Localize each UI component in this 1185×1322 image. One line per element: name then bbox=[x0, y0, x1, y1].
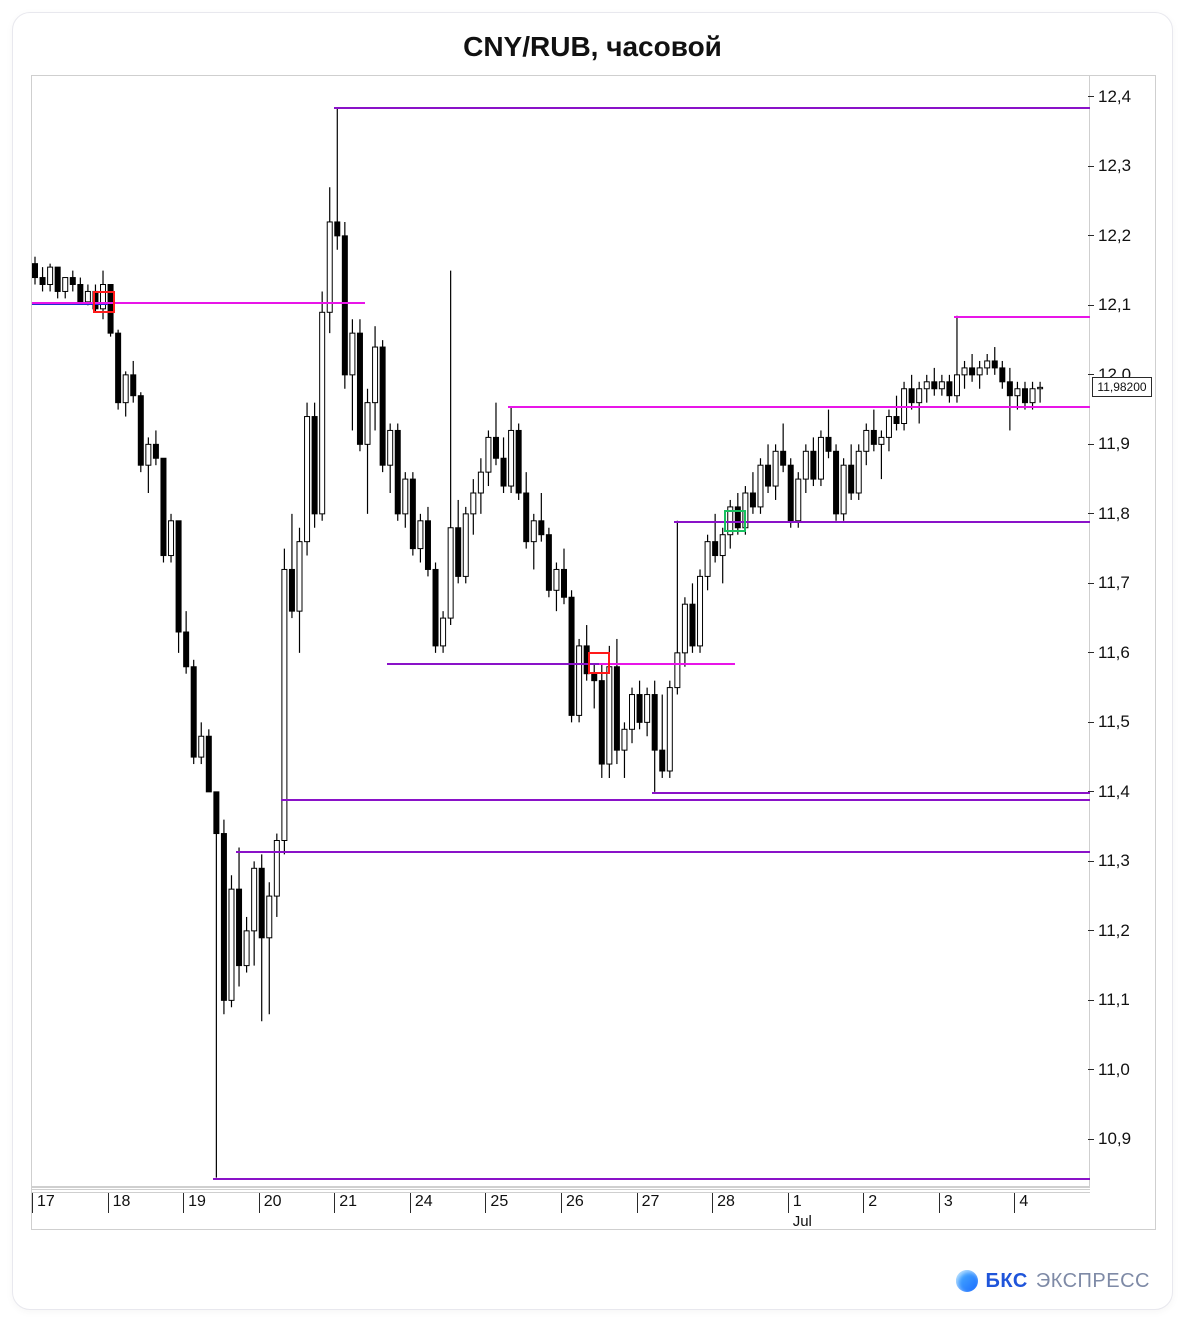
chart-title: CNY/RUB, часовой bbox=[13, 31, 1172, 63]
x-tick: 26 bbox=[561, 1193, 562, 1213]
horizontal-level-line bbox=[334, 107, 1090, 109]
x-tick-label: 17 bbox=[37, 1193, 55, 1211]
x-month-label: Jul bbox=[793, 1213, 812, 1230]
horizontal-level-line bbox=[213, 1178, 1090, 1180]
x-tick-label: 27 bbox=[642, 1193, 660, 1211]
logo-suffix: ЭКСПРЕСС bbox=[1036, 1270, 1150, 1293]
x-tick-label: 1 bbox=[793, 1193, 802, 1211]
horizontal-level-line bbox=[954, 316, 1090, 318]
x-tick: 18 bbox=[108, 1193, 109, 1213]
x-tick-label: 4 bbox=[1019, 1193, 1028, 1211]
y-tick-label: 10,9 bbox=[1098, 1129, 1131, 1149]
y-tick-label: 11,6 bbox=[1098, 643, 1130, 663]
x-tick: 3 bbox=[939, 1193, 940, 1213]
price-tag: 11,98200 bbox=[1092, 377, 1152, 397]
x-tick-label: 26 bbox=[566, 1193, 584, 1211]
y-tick-label: 11,2 bbox=[1098, 921, 1130, 941]
horizontal-level-line bbox=[32, 302, 365, 304]
y-tick-label: 11,1 bbox=[1098, 990, 1130, 1010]
x-tick: 4 bbox=[1014, 1193, 1015, 1213]
y-tick-label: 12,4 bbox=[1098, 87, 1131, 107]
x-tick: 27 bbox=[637, 1193, 638, 1213]
x-tick: 28 bbox=[712, 1193, 713, 1213]
logo-brand: БКС bbox=[986, 1270, 1028, 1293]
x-tick: 25 bbox=[485, 1193, 486, 1213]
y-tick-label: 11,3 bbox=[1098, 851, 1130, 871]
x-tick-label: 2 bbox=[868, 1193, 877, 1211]
x-tick-label: 21 bbox=[339, 1193, 357, 1211]
horizontal-level-line bbox=[281, 799, 1090, 801]
marker-box bbox=[724, 510, 746, 532]
x-tick-label: 25 bbox=[490, 1193, 508, 1211]
candlestick-layer bbox=[32, 76, 1090, 1188]
y-tick-label: 11,7 bbox=[1098, 573, 1130, 593]
x-tick: 24 bbox=[410, 1193, 411, 1213]
y-tick-label: 11,8 bbox=[1098, 504, 1130, 524]
y-tick-label: 11,0 bbox=[1098, 1060, 1130, 1080]
x-tick: 1Jul bbox=[788, 1193, 789, 1213]
chart-box: 12,412,312,212,112,011,911,811,711,611,5… bbox=[31, 75, 1156, 1230]
plot-area[interactable] bbox=[32, 76, 1090, 1188]
x-tick: 17 bbox=[32, 1193, 33, 1213]
x-tick: 19 bbox=[183, 1193, 184, 1213]
horizontal-level-line bbox=[236, 851, 1090, 853]
x-tick-label: 28 bbox=[717, 1193, 735, 1211]
marker-box bbox=[588, 652, 610, 674]
y-tick-label: 11,5 bbox=[1098, 712, 1130, 732]
x-tick-label: 18 bbox=[113, 1193, 131, 1211]
y-axis: 12,412,312,212,112,011,911,811,711,611,5… bbox=[1088, 76, 1155, 1188]
y-tick-label: 11,4 bbox=[1098, 782, 1130, 802]
x-tick: 20 bbox=[259, 1193, 260, 1213]
y-tick-label: 12,1 bbox=[1098, 295, 1131, 315]
x-tick: 2 bbox=[863, 1193, 864, 1213]
horizontal-level-line bbox=[599, 663, 735, 665]
footer-logo: БКС ЭКСПРЕСС bbox=[956, 1267, 1150, 1295]
logo-dot-icon bbox=[956, 1270, 978, 1292]
x-tick-label: 24 bbox=[415, 1193, 433, 1211]
x-tick-label: 3 bbox=[944, 1193, 953, 1211]
chart-card: CNY/RUB, часовой 12,412,312,212,112,011,… bbox=[12, 12, 1173, 1310]
y-tick-label: 12,2 bbox=[1098, 226, 1131, 246]
marker-box bbox=[93, 291, 115, 313]
horizontal-level-line bbox=[652, 792, 1090, 794]
horizontal-level-line bbox=[387, 663, 599, 665]
x-tick-label: 20 bbox=[264, 1193, 282, 1211]
x-tick: 21 bbox=[334, 1193, 335, 1213]
horizontal-level-line bbox=[508, 406, 1090, 408]
y-tick-label: 11,9 bbox=[1098, 434, 1130, 454]
x-tick-label: 19 bbox=[188, 1193, 206, 1211]
y-tick-label: 12,3 bbox=[1098, 156, 1131, 176]
x-axis: 171819202124252627281Jul234 bbox=[32, 1186, 1090, 1229]
